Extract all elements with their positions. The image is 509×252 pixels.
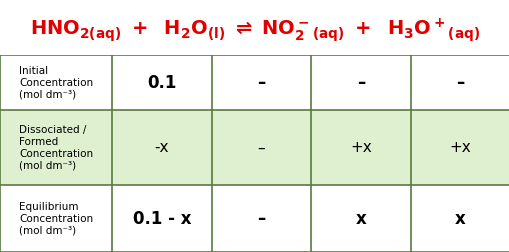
Bar [112, 185, 211, 252]
Bar [310, 185, 410, 252]
Text: –: – [257, 140, 265, 155]
Text: Equilibrium
Concentration
(mol dm⁻³): Equilibrium Concentration (mol dm⁻³) [19, 202, 93, 235]
Bar [410, 55, 509, 110]
Text: -x: -x [154, 140, 169, 155]
Bar [211, 185, 310, 252]
Bar [310, 55, 410, 110]
Bar [410, 185, 509, 252]
Text: 0.1: 0.1 [147, 74, 176, 92]
Text: x: x [454, 210, 465, 228]
Text: Dissociated /
Formed
Concentration
(mol dm⁻³): Dissociated / Formed Concentration (mol … [19, 125, 93, 170]
Text: +x: +x [448, 140, 470, 155]
Text: –: – [455, 74, 464, 92]
Bar [112, 55, 211, 110]
Bar [0, 55, 112, 110]
Bar [0, 110, 112, 185]
Text: –: – [356, 74, 364, 92]
Bar [112, 110, 211, 185]
Bar [0, 185, 112, 252]
Text: x: x [355, 210, 365, 228]
Text: 0.1 - x: 0.1 - x [132, 210, 191, 228]
Bar [310, 110, 410, 185]
Text: $\mathbf{HNO_{2(aq)}}$$\mathbf{\ +\ \ H_2O_{(l)}\ \rightleftharpoons\ NO_2^-{}_{: $\mathbf{HNO_{2(aq)}}$$\mathbf{\ +\ \ H_… [30, 17, 479, 44]
Bar [211, 55, 310, 110]
Bar [211, 110, 310, 185]
Text: +x: +x [349, 140, 371, 155]
Bar [410, 110, 509, 185]
Text: –: – [257, 210, 265, 228]
Text: Initial
Concentration
(mol dm⁻³): Initial Concentration (mol dm⁻³) [19, 66, 93, 100]
Text: –: – [257, 74, 265, 92]
